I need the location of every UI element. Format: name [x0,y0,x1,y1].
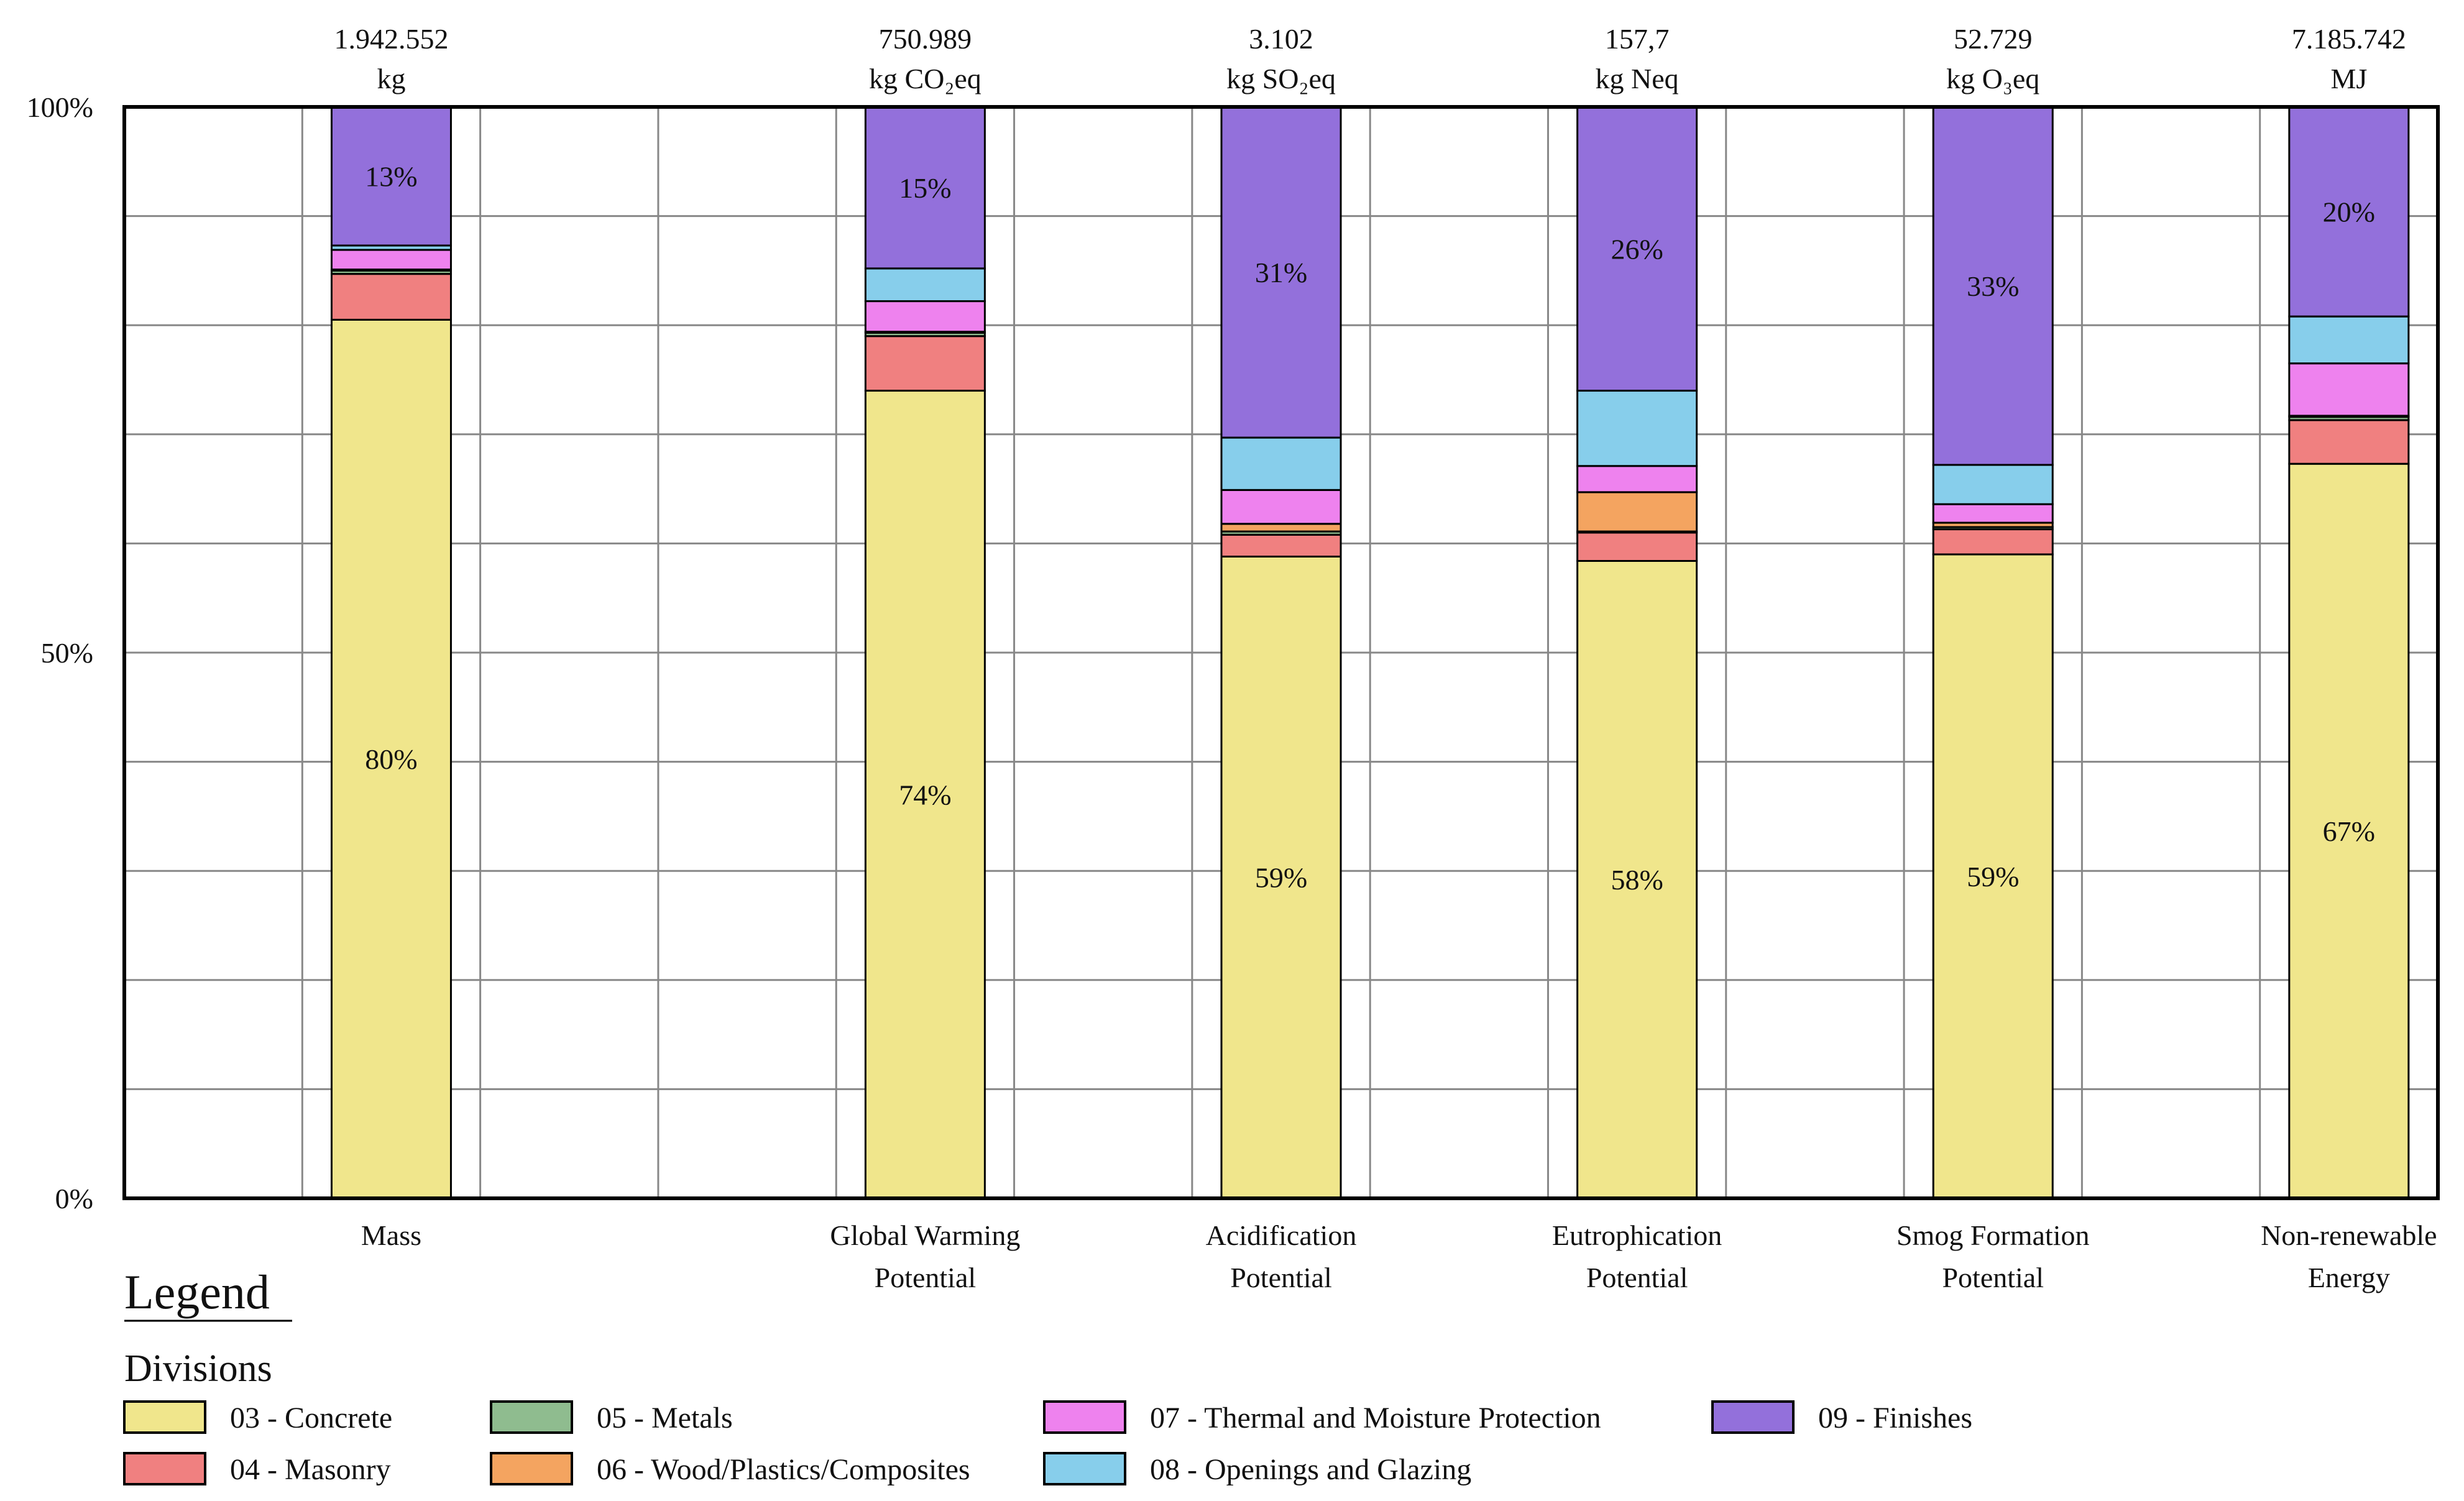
category-total: 3.102 [1249,23,1313,55]
legend-subtitle: Divisions [124,1347,272,1390]
x-tick-label: Energy [2308,1262,2390,1293]
data-label: 58% [1611,864,1663,896]
data-label: 26% [1611,233,1663,265]
x-tick-label: Non-renewable [2261,1219,2437,1251]
bar-segment [1576,390,1698,467]
bar-segment [1220,555,1342,1200]
chart-labels: 80% 13% 1.942.552 kg Mass 74% 15% 750.989 kg CO₂… [27,23,2437,1293]
legend-swatch [123,1452,206,1485]
bar-segment [2288,462,2410,1200]
data-label: 80% [365,743,417,775]
category-unit: MJ [2330,63,2367,94]
data-label: 31% [1255,257,1307,288]
x-tick-label: Global Warming [830,1219,1020,1251]
legend-swatch [490,1400,573,1434]
x-tick-label: Potential [1586,1262,1688,1293]
category-unit: kg CO₂eq [869,63,981,94]
y-tick-label: 100% [27,91,93,123]
bar-segment [1220,533,1342,558]
data-label: 74% [899,779,951,810]
data-label: 15% [899,172,951,204]
legend-label: 06 - Wood/Plastics/Composites [597,1453,970,1486]
legend: Legend Divisions 03 - Concrete 04 - Masonry… [123,1265,1972,1486]
x-tick-label: Potential [1230,1262,1332,1293]
y-tick-label: 0% [55,1183,93,1214]
data-label: 67% [2323,815,2375,847]
y-tick-label: 50% [41,637,93,669]
category-unit: kg [377,63,405,94]
legend-label: 04 - Masonry [230,1453,391,1486]
legend-label: 09 - Finishes [1818,1402,1972,1434]
category-total: 1.942.552 [334,23,448,55]
bar-segment [1576,491,1698,533]
bar-segment [1932,503,2054,524]
bar-segment [864,300,986,333]
data-label: 33% [1967,270,2019,302]
legend-label: 05 - Metals [597,1402,733,1434]
data-label: 13% [365,161,417,193]
x-tick-label: Potential [875,1262,977,1293]
bar-segment [330,318,452,1200]
bar-segment [330,273,452,321]
bar-segment [1932,553,2054,1200]
bar-segment [1576,559,1698,1200]
category-unit: kg O₃eq [1946,63,2039,94]
x-tick-label: Smog Formation [1896,1219,2090,1251]
bar-segment [1576,531,1698,562]
bar-segment [2288,106,2410,318]
legend-swatch [1043,1400,1126,1434]
bar-segment [864,390,986,1200]
bar-segment [1220,436,1342,491]
category-unit: kg Neq [1596,63,1679,94]
data-label: 59% [1967,861,2019,893]
bar-segment [1932,528,2054,556]
bar-segment [1220,489,1342,525]
legend-title: Legend [124,1265,270,1319]
x-tick-label: Mass [361,1219,421,1251]
data-label: 59% [1255,862,1307,894]
category-total: 7.185.742 [2292,23,2406,55]
plot-frame [122,105,2440,1200]
bar-segment [864,106,986,270]
bar-segment [1932,464,2054,505]
legend-swatch [490,1452,573,1485]
category-unit: kg SO₂eq [1226,63,1336,94]
bar-segment [2288,419,2410,465]
bar-segment [2288,362,2410,417]
bar-segment [864,335,986,392]
bar-segment [1220,106,1342,439]
bar-segment [1576,106,1698,392]
x-tick-label: Acidification [1206,1219,1357,1251]
legend-label: 03 - Concrete [230,1402,392,1434]
data-label: 20% [2323,196,2375,228]
bars [330,106,2410,1200]
bar-segment [330,106,452,247]
bar-segment [2288,315,2410,365]
category-total: 157,7 [1605,23,1670,55]
legend-label: 07 - Thermal and Moisture Protection [1150,1402,1601,1434]
bar-segment [1220,523,1342,533]
category-total: 750.989 [879,23,972,55]
plot-border [122,105,2440,1200]
category-total: 52.729 [1954,23,2033,55]
legend-swatch [1711,1400,1795,1434]
x-tick-label: Potential [1942,1262,2044,1293]
legend-label: 08 - Openings and Glazing [1150,1453,1471,1486]
x-tick-label: Eutrophication [1552,1219,1722,1251]
legend-swatch [1043,1452,1126,1485]
bar-segment [864,267,986,303]
bar-segment [330,249,452,271]
bar-segment [1576,465,1698,493]
legend-swatch [123,1400,206,1434]
bar-segment [1932,106,2054,466]
